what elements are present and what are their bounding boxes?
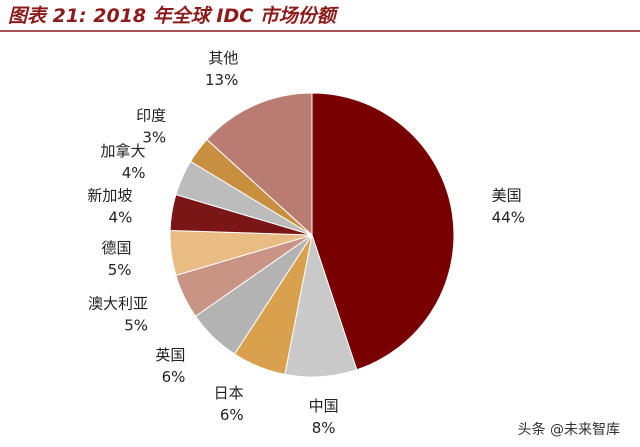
slice-label: 印度 <box>136 107 166 125</box>
value-label: 4% <box>109 208 133 226</box>
value-label: 5% <box>108 261 132 279</box>
slice-label: 新加坡 <box>87 186 132 204</box>
slice-label: 德国 <box>101 239 131 257</box>
slice-label: 英国 <box>155 346 185 364</box>
slice-label: 美国 <box>492 186 522 204</box>
slice-label: 中国 <box>309 397 339 415</box>
value-label: 4% <box>122 164 146 182</box>
slice-label: 其他 <box>208 49 238 67</box>
pie-slice <box>311 92 455 371</box>
slice-label: 日本 <box>214 384 244 402</box>
chart-title: 图表 21: 2018 年全球 IDC 市场份额 <box>8 5 340 27</box>
footer: 头条 @未来智库 <box>518 421 620 438</box>
value-label: 6% <box>220 406 244 424</box>
value-label: 44% <box>492 208 525 226</box>
value-label: 5% <box>124 316 148 334</box>
value-label: 13% <box>205 71 238 89</box>
slice-label: 加拿大 <box>101 142 146 160</box>
value-label: 8% <box>312 419 336 437</box>
slice-label: 澳大利亚 <box>88 294 148 312</box>
value-label: 6% <box>162 368 186 386</box>
value-label: 3% <box>142 129 166 147</box>
pie-slice <box>206 92 313 237</box>
